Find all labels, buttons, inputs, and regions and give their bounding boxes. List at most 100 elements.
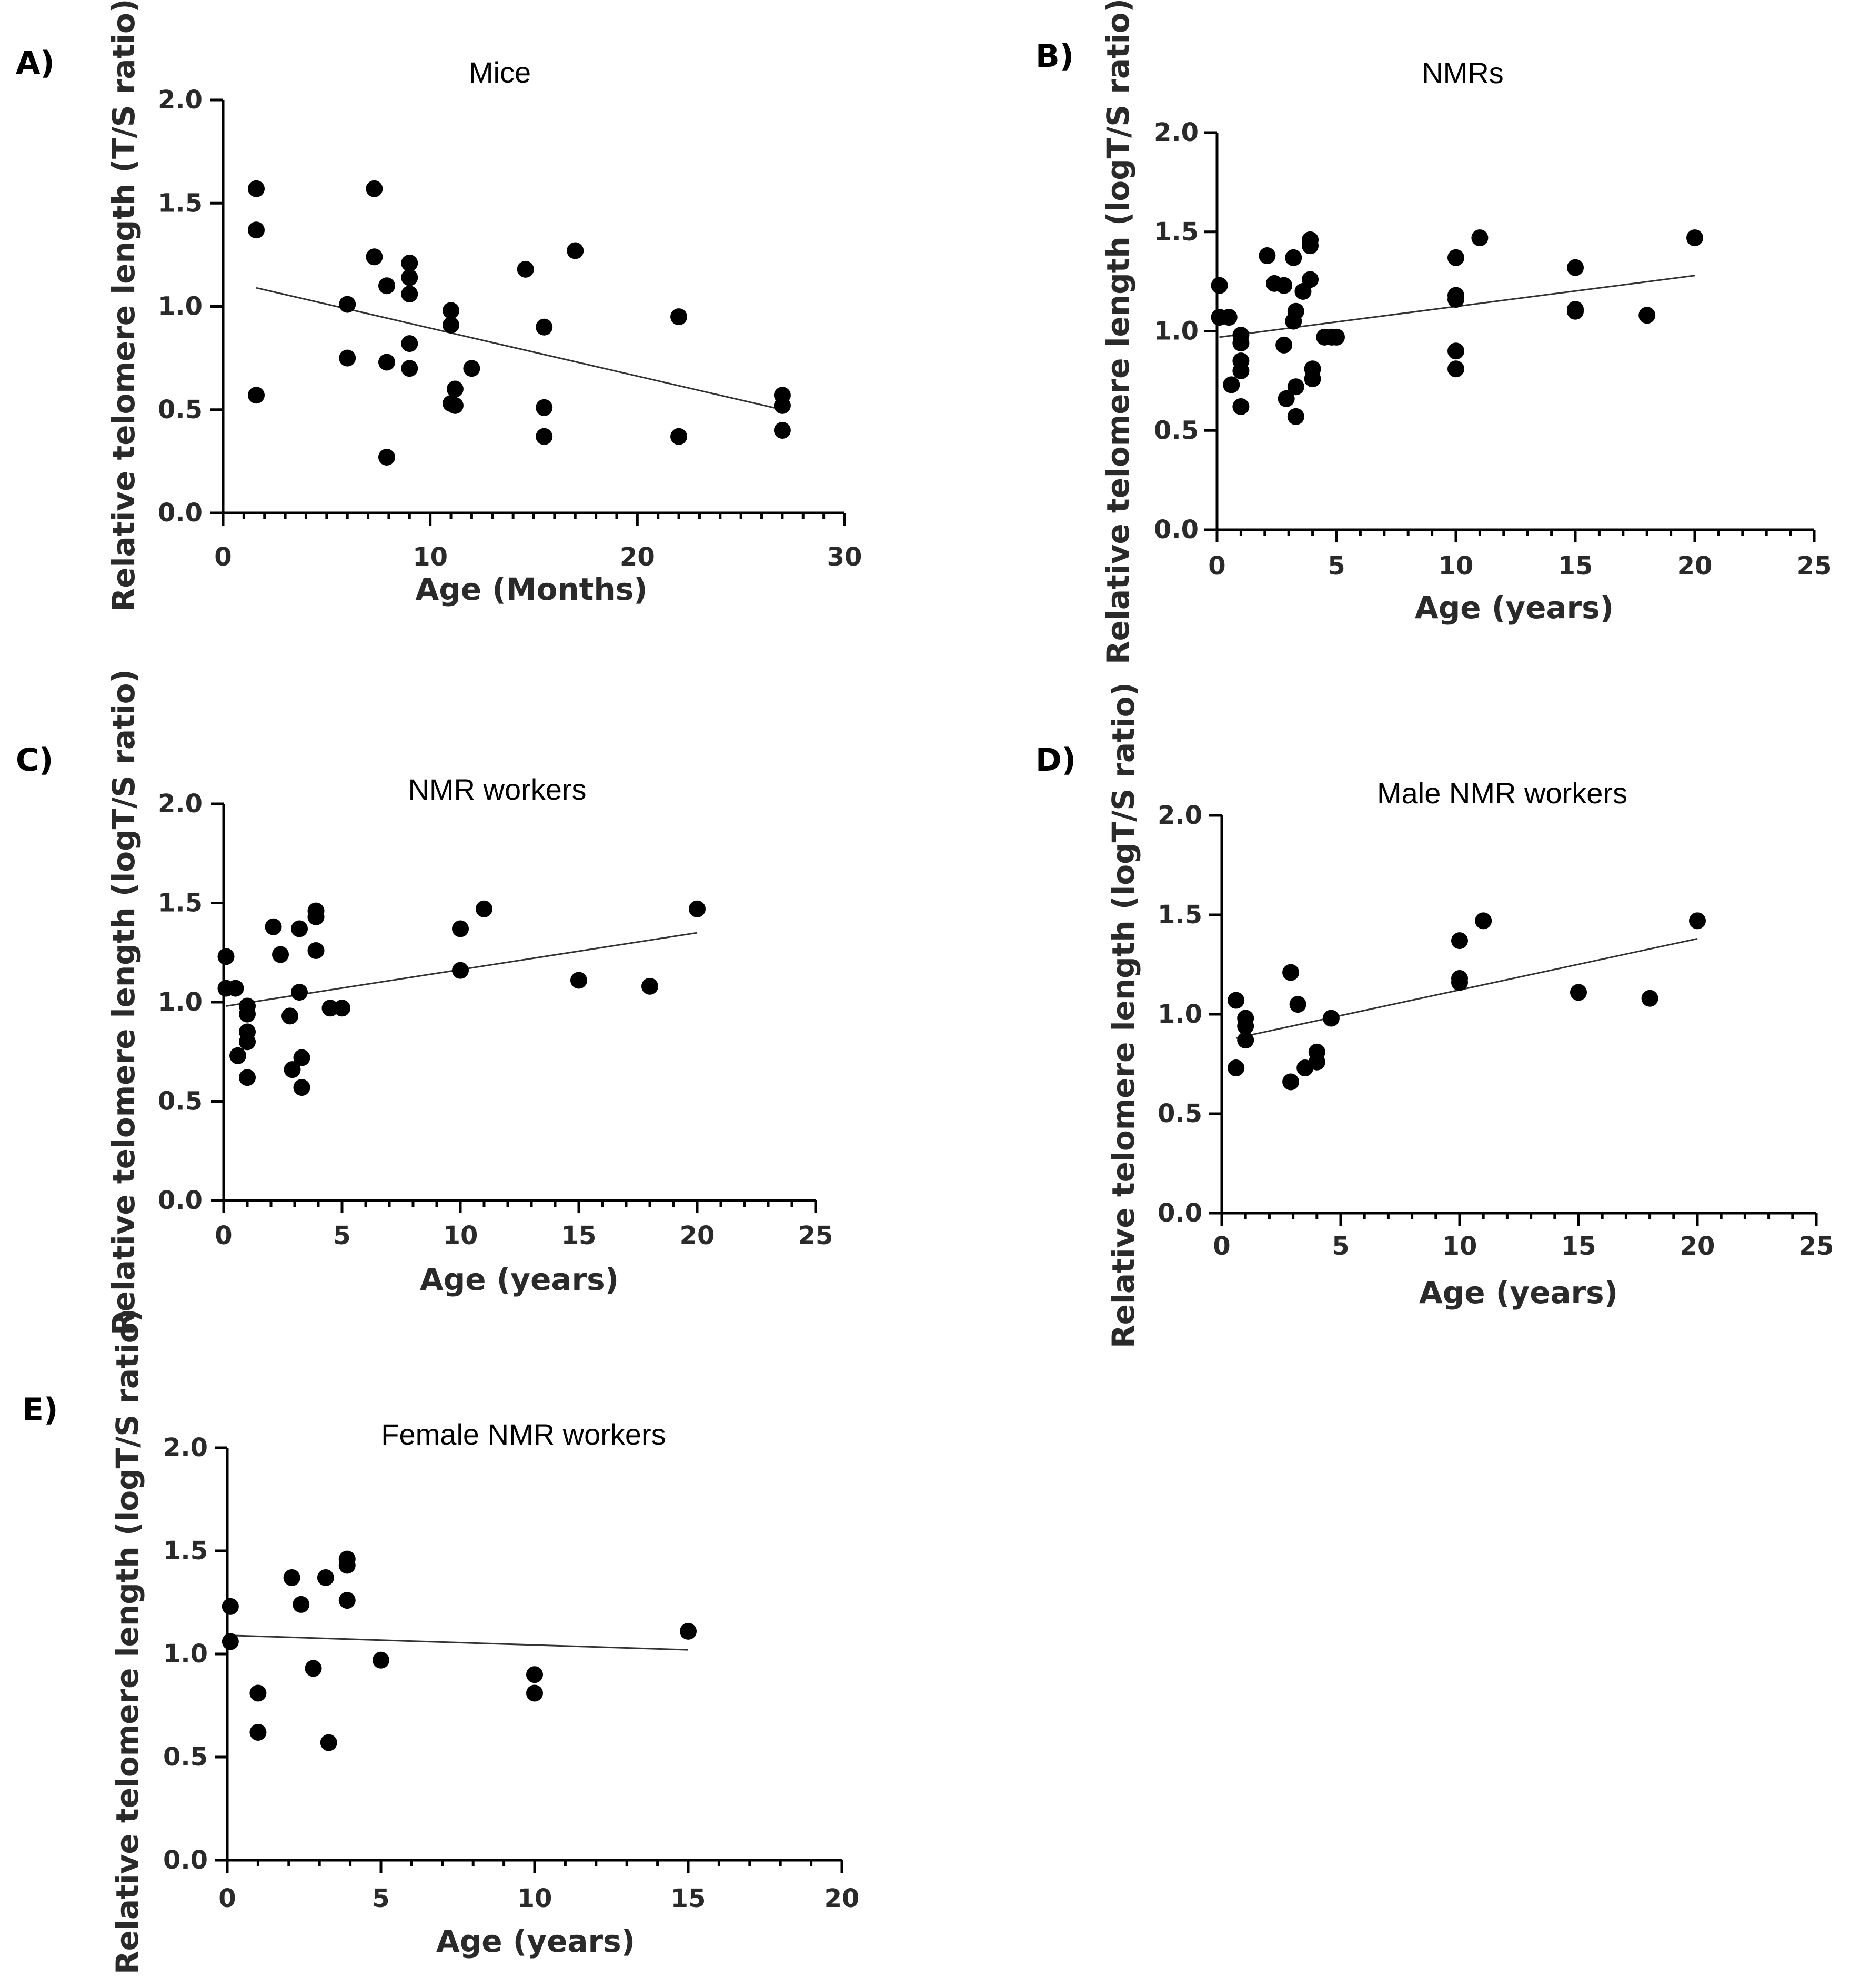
trend-line — [1235, 937, 1698, 1039]
data-point — [1232, 335, 1250, 352]
y-axis-label: Relative telomere length (T/S ratio) — [106, 0, 142, 611]
data-point — [247, 387, 265, 404]
data-point — [1232, 398, 1250, 415]
data-point — [307, 908, 325, 925]
y-tick-label: 0.5 — [1154, 416, 1199, 445]
data-point — [334, 1000, 350, 1017]
data-point — [339, 349, 356, 367]
x-axis-label: Age (Months) — [415, 571, 647, 607]
data-point — [1570, 984, 1587, 1001]
data-point — [570, 972, 587, 989]
y-tick-label: 1.5 — [158, 889, 203, 918]
x-tick-label: 5 — [1328, 551, 1345, 581]
data-point — [536, 428, 553, 445]
data-point — [1285, 249, 1302, 266]
chart-title: NMRs — [1422, 56, 1504, 89]
data-point — [293, 1049, 310, 1066]
y-tick-label: 0.0 — [1154, 515, 1199, 544]
x-tick-label: 20 — [1680, 1232, 1715, 1261]
data-point — [265, 918, 282, 935]
data-point — [452, 920, 469, 937]
x-tick-label: 5 — [333, 1221, 350, 1250]
y-axis-label: Relative telomere length (logT/S ratio) — [109, 1308, 145, 1974]
data-point — [1228, 1059, 1245, 1077]
data-point — [1567, 302, 1584, 320]
x-tick-label: 5 — [1332, 1232, 1349, 1261]
panel-a: A) Mice 0 10 20 30 0.0 0.5 1.0 1.5 2.0 Age (Months)… — [16, 0, 862, 611]
x-tick-label: 10 — [1442, 1232, 1477, 1261]
data-point — [317, 1569, 334, 1586]
x-tick-label: 20 — [680, 1221, 715, 1250]
data-point — [293, 1596, 310, 1613]
data-point — [1275, 336, 1293, 354]
data-point — [1302, 271, 1319, 288]
y-tick-label: 1.0 — [158, 987, 203, 1017]
x-tick-label: 0 — [218, 1884, 236, 1913]
chart-title: Male NMR workers — [1377, 776, 1627, 810]
trend-line — [230, 1634, 689, 1651]
data-point — [1641, 990, 1658, 1007]
data-point — [476, 900, 492, 917]
data-point — [452, 962, 469, 979]
x-tick-label: 0 — [215, 1221, 232, 1250]
data-point — [272, 946, 289, 963]
data-point — [463, 360, 480, 377]
y-tick-label: 1.0 — [163, 1639, 208, 1669]
y-axis-label: Relative telomere length (logT/S ratio) — [1105, 682, 1141, 1348]
data-point — [378, 354, 395, 371]
data-point — [366, 180, 383, 197]
panel-b: B) NMRs 0 5 10 15 20 25 0.0 0.5 1.0 1.5 2.0 Age (year… — [1035, 0, 1832, 664]
data-point — [283, 1569, 300, 1586]
x-tick-label: 25 — [798, 1221, 833, 1250]
trend-line — [256, 287, 783, 411]
y-tick-label: 1.0 — [1158, 1000, 1202, 1029]
y-tick-label: 1.0 — [1154, 317, 1199, 346]
y-tick-label: 2.0 — [163, 1433, 208, 1462]
data-point — [222, 1633, 239, 1650]
data-point — [378, 277, 395, 295]
x-axis-label: Age (years) — [436, 1923, 635, 1959]
x-tick-label: 20 — [620, 542, 655, 572]
data-point — [1475, 912, 1492, 930]
x-tick-label: 15 — [671, 1884, 706, 1913]
x-tick-label: 15 — [561, 1221, 597, 1250]
data-point — [401, 269, 418, 286]
data-point — [773, 422, 791, 439]
x-tick-label: 0 — [214, 542, 232, 572]
data-point — [1689, 912, 1706, 930]
y-tick-label: 0.5 — [163, 1742, 208, 1772]
data-point — [401, 255, 418, 272]
x-tick-label: 20 — [1677, 551, 1713, 581]
x-tick-label: 5 — [372, 1884, 389, 1913]
data-point — [443, 316, 460, 334]
y-tick-label: 2.0 — [1158, 801, 1202, 830]
data-point — [249, 1723, 267, 1741]
x-axis-label: Age (years) — [1415, 590, 1614, 625]
data-point — [239, 1069, 256, 1086]
data-point — [1287, 302, 1304, 320]
x-tick-label: 0 — [1213, 1232, 1230, 1261]
data-point — [1304, 370, 1321, 388]
y-tick-label: 1.5 — [163, 1536, 208, 1566]
data-point — [670, 428, 688, 445]
chart-title: Mice — [469, 56, 531, 89]
data-point — [1228, 992, 1245, 1009]
data-point — [366, 248, 383, 266]
data-point — [443, 302, 460, 319]
data-point — [567, 242, 584, 259]
data-point — [1447, 360, 1464, 378]
data-point — [293, 1079, 310, 1096]
data-point — [229, 1047, 246, 1064]
y-tick-label: 0.0 — [1158, 1198, 1202, 1228]
data-point — [338, 1557, 356, 1574]
data-point — [1447, 291, 1464, 308]
x-tick-label: 0 — [1208, 551, 1225, 581]
x-tick-label: 30 — [827, 542, 862, 572]
data-point — [1275, 277, 1293, 294]
chart-title: NMR workers — [408, 773, 586, 806]
data-point — [641, 977, 658, 995]
data-point — [338, 1592, 356, 1609]
data-point — [526, 1666, 543, 1683]
data-point — [1282, 964, 1300, 981]
